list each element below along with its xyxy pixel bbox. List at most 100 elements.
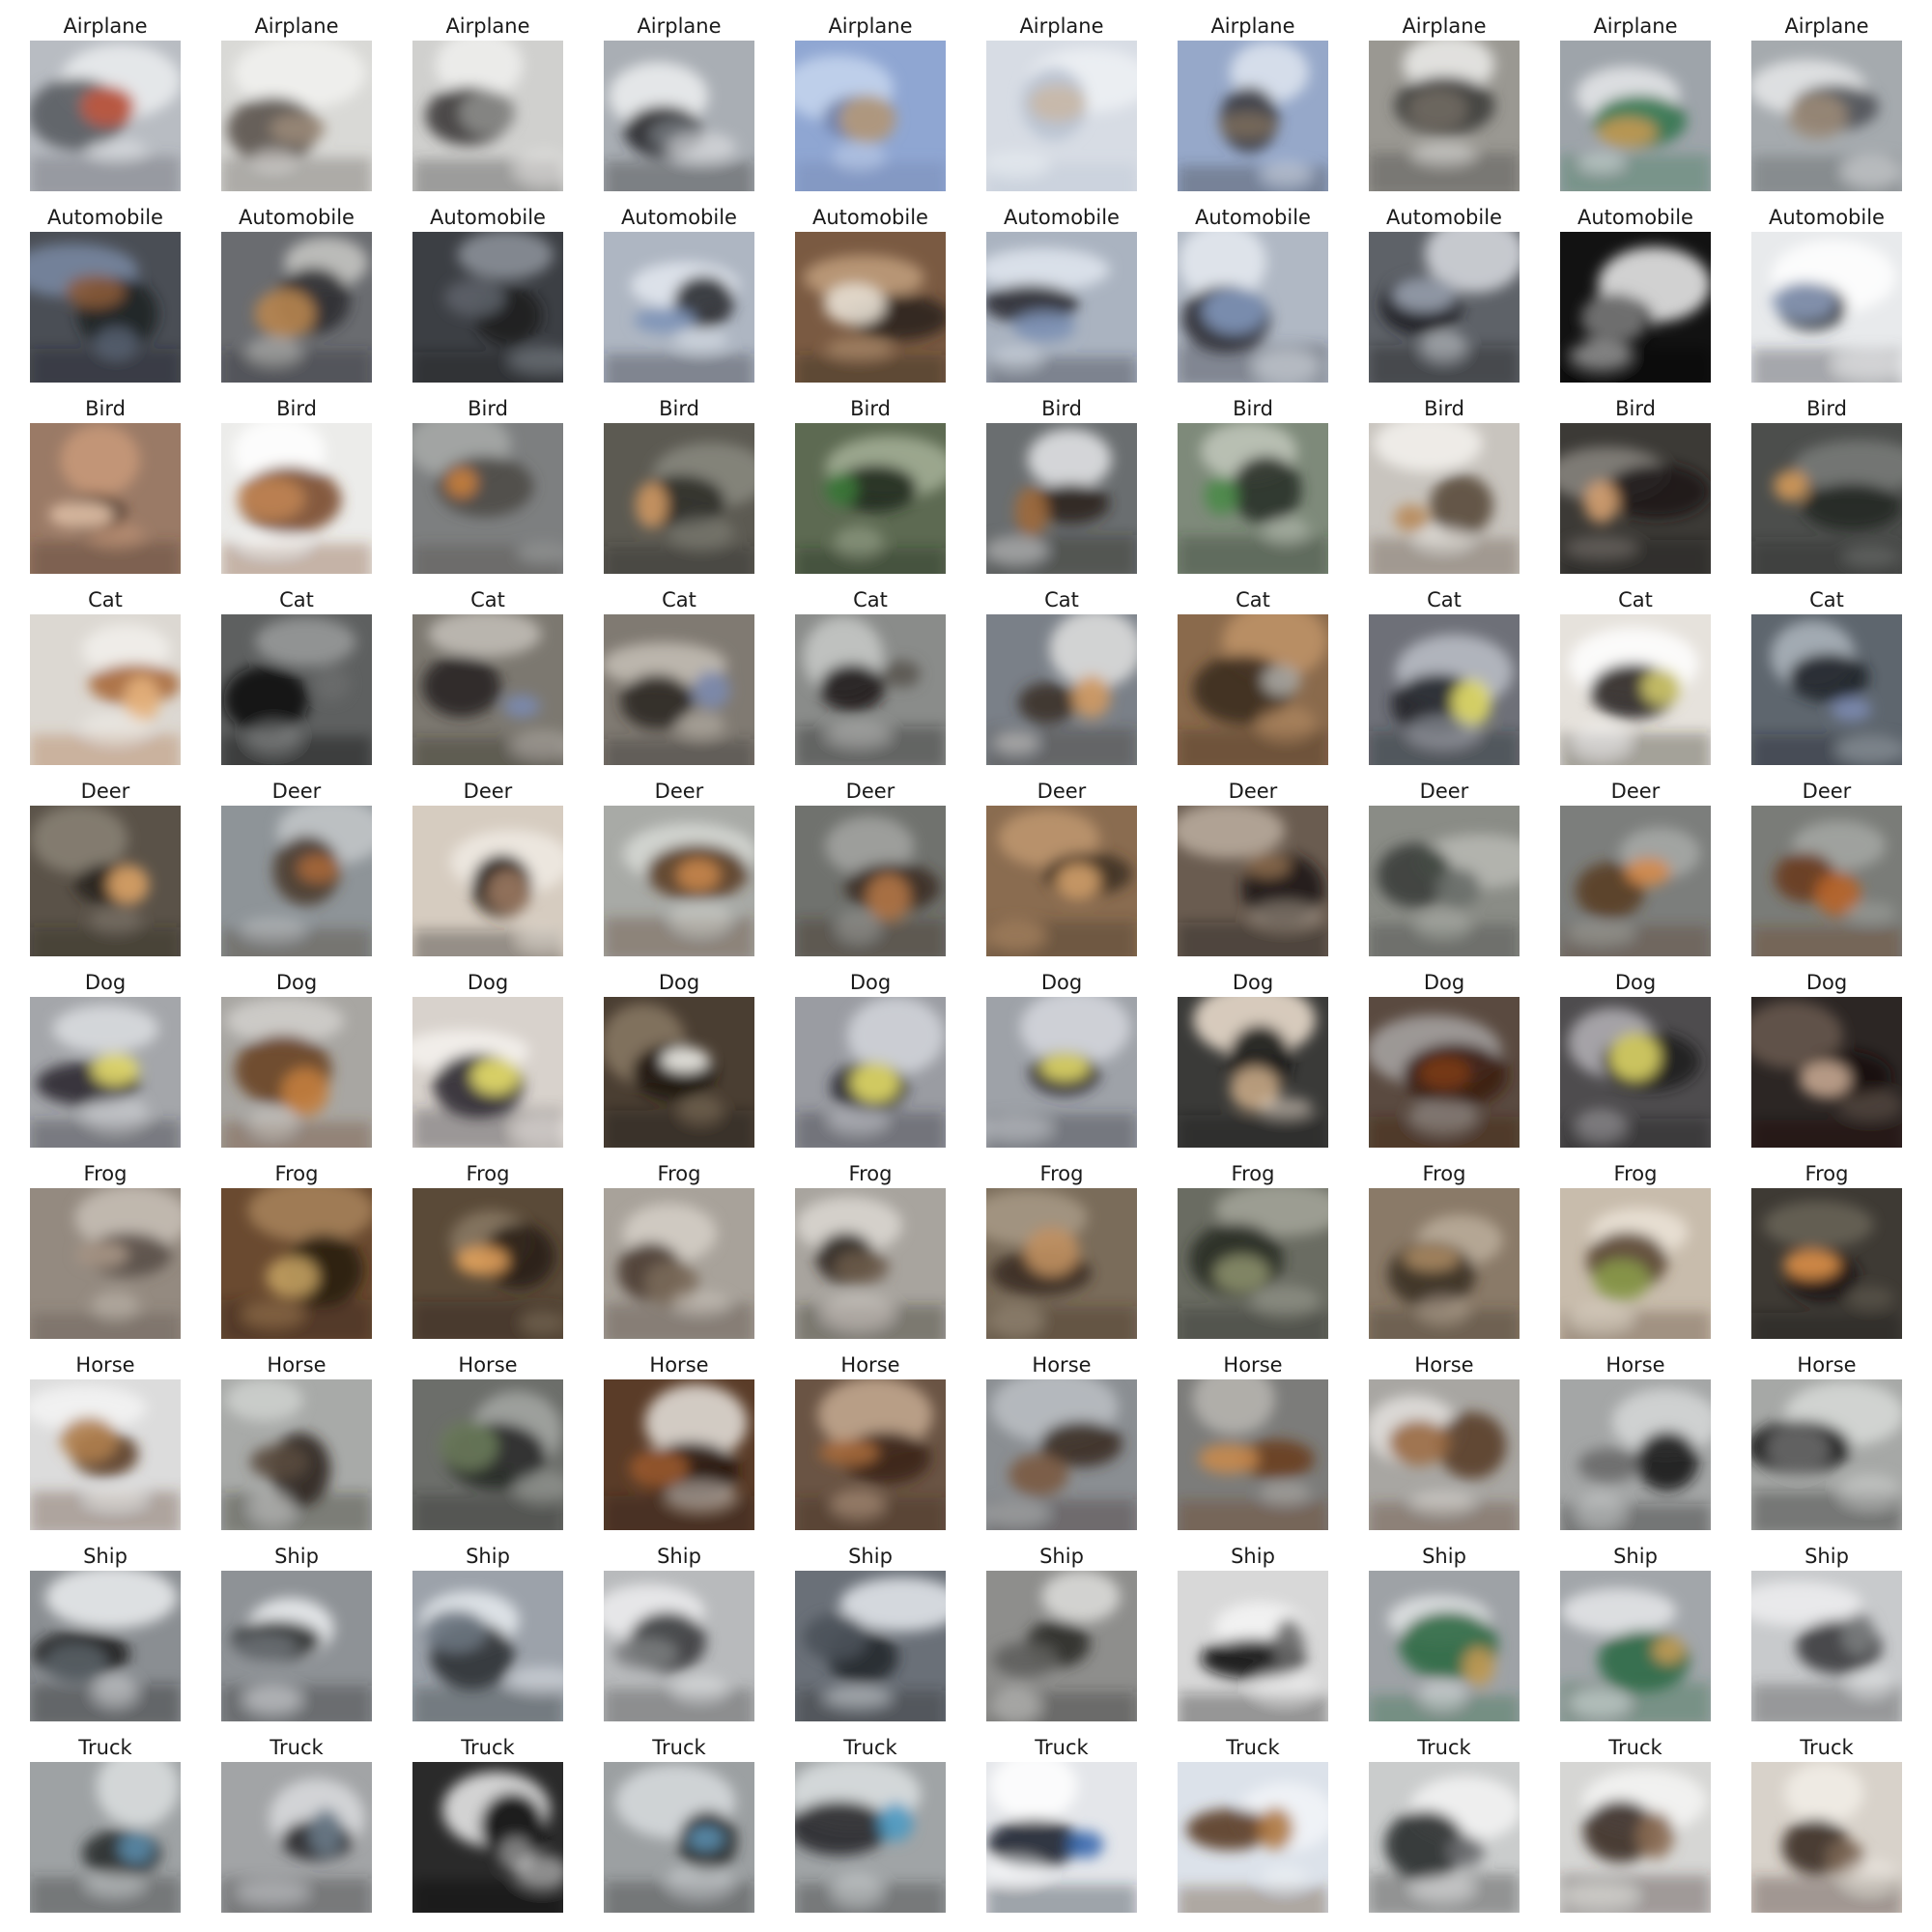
sample-image <box>1178 1188 1328 1339</box>
sample-image <box>1751 806 1902 956</box>
sample-image <box>412 1379 563 1530</box>
cell-label: Airplane <box>1732 12 1921 41</box>
cell-label: Dog <box>967 968 1156 997</box>
sample-image <box>1560 997 1711 1148</box>
sample-image <box>1369 41 1520 191</box>
cell-label: Automobile <box>393 203 582 232</box>
sample-image <box>1560 41 1711 191</box>
cell-label: Truck <box>11 1733 200 1762</box>
sample-image <box>30 423 181 574</box>
cell-label: Dog <box>1732 968 1921 997</box>
cell-label: Deer <box>1350 777 1539 806</box>
cell-label: Automobile <box>1541 203 1730 232</box>
cell-label: Ship <box>1158 1542 1348 1571</box>
sample-image <box>1178 232 1328 383</box>
sample-image <box>221 1188 372 1339</box>
sample-image <box>412 1762 563 1913</box>
cell-label: Truck <box>1158 1733 1348 1762</box>
cell-label: Bird <box>584 394 774 423</box>
sample-image <box>1369 806 1520 956</box>
cell-label: Ship <box>1541 1542 1730 1571</box>
cell-label: Airplane <box>967 12 1156 41</box>
sample-image <box>1751 1762 1902 1913</box>
cell-label: Dog <box>584 968 774 997</box>
sample-image <box>795 1379 946 1530</box>
sample-image <box>986 1188 1137 1339</box>
cell-label: Airplane <box>776 12 965 41</box>
sample-image <box>1751 1379 1902 1530</box>
sample-image <box>604 1188 754 1339</box>
cell-label: Cat <box>584 585 774 614</box>
cell-label: Truck <box>584 1733 774 1762</box>
cell-label: Frog <box>967 1159 1156 1188</box>
cell-label: Deer <box>11 777 200 806</box>
sample-image <box>1178 41 1328 191</box>
cell-label: Deer <box>393 777 582 806</box>
sample-image <box>221 1762 372 1913</box>
sample-image <box>30 1571 181 1721</box>
cell-label: Ship <box>776 1542 965 1571</box>
sample-image <box>221 232 372 383</box>
sample-image <box>30 1379 181 1530</box>
cell-label: Horse <box>11 1350 200 1379</box>
cell-label: Bird <box>776 394 965 423</box>
sample-image <box>1560 423 1711 574</box>
cell-label: Bird <box>1732 394 1921 423</box>
sample-image <box>30 41 181 191</box>
cell-label: Dog <box>202 968 391 997</box>
sample-image <box>1751 232 1902 383</box>
sample-image <box>412 232 563 383</box>
sample-image <box>1369 1571 1520 1721</box>
sample-image <box>412 1571 563 1721</box>
sample-image <box>1178 1571 1328 1721</box>
sample-image <box>986 1762 1137 1913</box>
sample-image <box>1369 423 1520 574</box>
sample-image <box>795 423 946 574</box>
sample-image <box>604 41 754 191</box>
cell-label: Cat <box>1350 585 1539 614</box>
cell-label: Airplane <box>1541 12 1730 41</box>
cell-label: Horse <box>202 1350 391 1379</box>
sample-image <box>412 41 563 191</box>
sample-image <box>1178 1379 1328 1530</box>
sample-image <box>1751 1188 1902 1339</box>
cell-label: Deer <box>1541 777 1730 806</box>
sample-image <box>30 232 181 383</box>
sample-image <box>30 806 181 956</box>
sample-image <box>986 614 1137 765</box>
sample-image <box>412 997 563 1148</box>
sample-image <box>795 41 946 191</box>
sample-image <box>1369 614 1520 765</box>
cell-label: Bird <box>393 394 582 423</box>
sample-image <box>221 1379 372 1530</box>
sample-image <box>795 997 946 1148</box>
sample-image <box>795 232 946 383</box>
sample-image <box>1178 423 1328 574</box>
sample-image <box>221 423 372 574</box>
sample-image <box>986 1571 1137 1721</box>
cell-label: Frog <box>1541 1159 1730 1188</box>
cell-label: Frog <box>202 1159 391 1188</box>
cell-label: Deer <box>202 777 391 806</box>
cell-label: Ship <box>202 1542 391 1571</box>
cell-label: Horse <box>1732 1350 1921 1379</box>
sample-image <box>986 997 1137 1148</box>
cell-label: Automobile <box>202 203 391 232</box>
cell-label: Horse <box>776 1350 965 1379</box>
sample-image <box>604 614 754 765</box>
sample-image <box>412 1188 563 1339</box>
sample-image <box>1178 806 1328 956</box>
sample-image <box>986 1379 1137 1530</box>
cell-label: Automobile <box>967 203 1156 232</box>
sample-image <box>986 232 1137 383</box>
cell-label: Automobile <box>1732 203 1921 232</box>
cell-label: Frog <box>776 1159 965 1188</box>
cell-label: Deer <box>1732 777 1921 806</box>
cell-label: Airplane <box>1158 12 1348 41</box>
cell-label: Truck <box>1350 1733 1539 1762</box>
cell-label: Airplane <box>11 12 200 41</box>
sample-image <box>604 1379 754 1530</box>
cell-label: Cat <box>776 585 965 614</box>
cell-label: Bird <box>1158 394 1348 423</box>
